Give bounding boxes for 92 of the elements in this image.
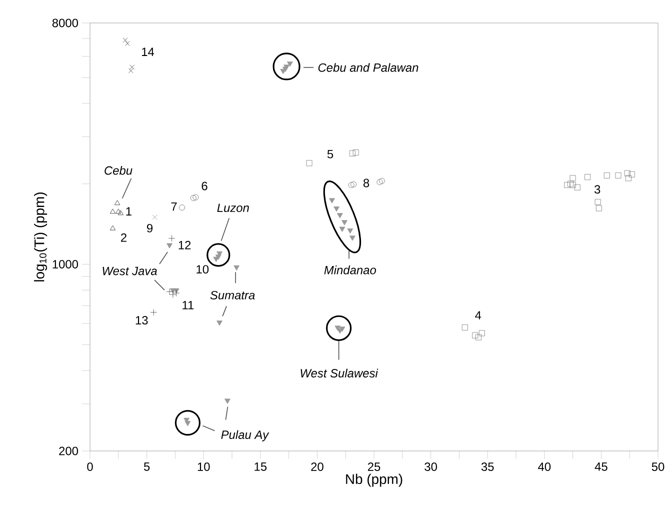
point (118, 210, 124, 216)
x-tick-label: 50 (652, 462, 664, 471)
point (570, 182, 576, 188)
y-tick-label: 1000 (52, 260, 78, 268)
point (347, 228, 354, 234)
point (192, 194, 199, 200)
point (564, 182, 570, 188)
point (594, 199, 601, 205)
point (110, 208, 116, 214)
x-tick-label: 5 (144, 462, 150, 471)
point (349, 236, 356, 241)
point (286, 62, 293, 67)
annotation: Luzon (217, 204, 249, 212)
point (615, 172, 622, 178)
point (568, 180, 574, 187)
annotation: 1 (126, 207, 132, 216)
annotation: West Sulawesi (300, 368, 378, 378)
point (624, 170, 630, 176)
annotation: 5 (327, 150, 334, 158)
point (216, 320, 222, 326)
annotation: 10 (196, 265, 209, 274)
point (166, 288, 173, 295)
annotation: 6 (202, 182, 208, 190)
annotation: 9 (147, 224, 153, 232)
point (166, 243, 172, 248)
annotation: 7 (171, 202, 177, 211)
point (114, 200, 120, 206)
point (122, 38, 128, 43)
annotation: Mindanao (324, 266, 376, 274)
annotation: 12 (178, 240, 191, 250)
x-tick-label: 25 (368, 462, 380, 471)
y-axis-title: log$_{10}$(Ti) (ppm) (34, 192, 48, 282)
point (224, 398, 230, 404)
annotation: 2 (120, 233, 126, 242)
point (478, 330, 485, 336)
point (604, 172, 610, 178)
x-tick-label: 35 (481, 462, 494, 471)
point (172, 290, 180, 296)
point (234, 265, 240, 271)
point (116, 208, 122, 214)
annotation: 4 (475, 311, 482, 320)
point (336, 213, 343, 218)
annotation: 11 (182, 301, 194, 310)
point (462, 324, 468, 330)
x-tick-label: 20 (311, 462, 324, 471)
x-tick-label: 15 (254, 462, 267, 471)
point (125, 41, 130, 46)
annotation: Sumatra (210, 290, 255, 300)
point (152, 214, 158, 220)
point (349, 150, 356, 156)
annotation: Pulau Ay (221, 430, 270, 442)
x-axis-title: Nb (ppm) (346, 474, 402, 487)
point (348, 182, 354, 188)
point (128, 68, 134, 74)
x-tick-label: 10 (198, 462, 210, 471)
point (170, 291, 176, 298)
x-tick-label: 40 (538, 462, 551, 471)
annotation: 8 (363, 178, 370, 188)
point (342, 220, 348, 226)
point (334, 206, 340, 212)
point (350, 181, 357, 188)
point (378, 178, 385, 184)
x-tick-label: 0 (87, 462, 93, 471)
annotation: 13 (136, 316, 148, 325)
point (596, 205, 602, 212)
point (476, 334, 482, 340)
annotation: West Java (102, 266, 157, 276)
annotation: 14 (142, 48, 154, 56)
point (190, 195, 196, 201)
point (584, 174, 591, 180)
point (179, 204, 186, 211)
point (306, 160, 312, 166)
point (150, 308, 158, 316)
x-tick-label: 30 (424, 462, 437, 471)
point (130, 64, 134, 70)
y-tick-label: 8000 (52, 18, 78, 28)
point (339, 226, 346, 232)
point (110, 225, 116, 230)
point (472, 332, 478, 338)
point (574, 184, 580, 190)
point (570, 175, 576, 182)
point (376, 179, 383, 186)
x-tick-label: 45 (594, 462, 608, 471)
annotation: Cebu and Palawan (318, 63, 418, 72)
annotation: Cebu (104, 166, 132, 175)
point (625, 175, 632, 182)
point (329, 198, 335, 204)
point (168, 234, 176, 242)
y-tick-label: 200 (59, 446, 78, 456)
annotation: 3 (594, 185, 600, 194)
point (628, 171, 635, 178)
point (352, 150, 359, 156)
